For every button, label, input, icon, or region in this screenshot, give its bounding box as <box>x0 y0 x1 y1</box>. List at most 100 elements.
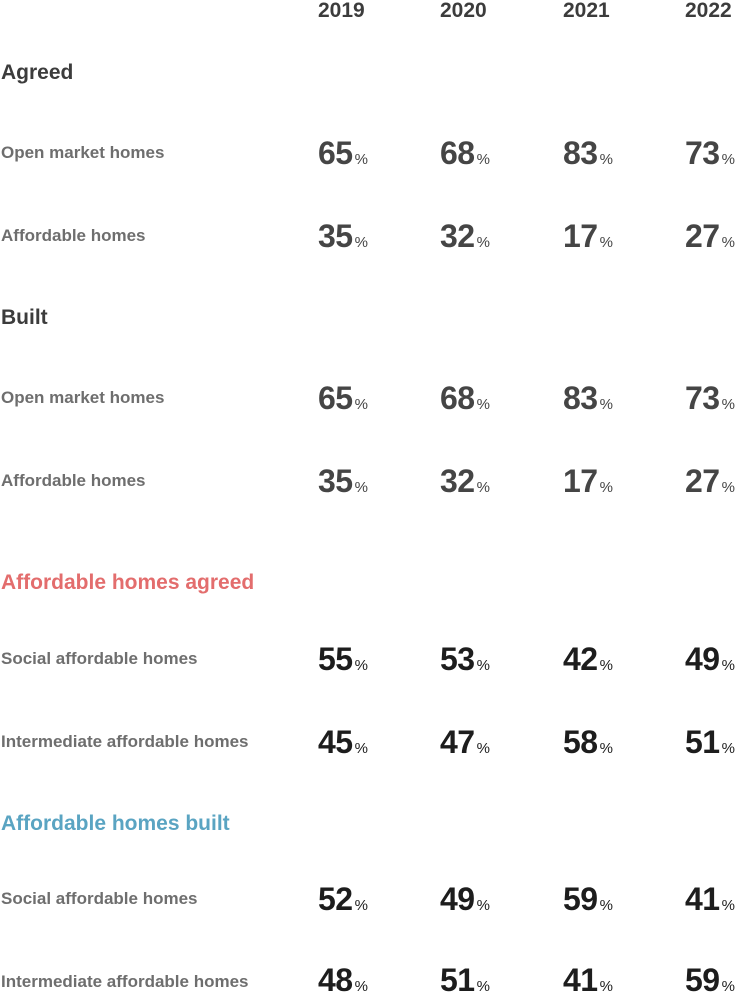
value-number: 49 <box>440 881 475 917</box>
percent-sign: % <box>599 151 613 168</box>
value-cell: 59% <box>685 962 735 1005</box>
value-cell: 65% <box>318 135 368 178</box>
value-number: 27 <box>685 463 720 499</box>
value-number: 42 <box>563 641 598 677</box>
value-cell: 27% <box>685 463 735 506</box>
percent-sign: % <box>354 740 368 757</box>
percent-sign: % <box>721 151 735 168</box>
value-cell: 41% <box>685 881 735 924</box>
value-cell: 27% <box>685 218 735 261</box>
value-number: 68 <box>440 380 475 416</box>
percent-sign: % <box>476 657 490 674</box>
percent-sign: % <box>721 897 735 914</box>
percent-sign: % <box>721 978 735 995</box>
value-number: 32 <box>440 463 475 499</box>
percent-sign: % <box>476 740 490 757</box>
percent-sign: % <box>476 396 490 413</box>
row-label: Social affordable homes <box>1 889 198 908</box>
percent-sign: % <box>476 234 490 251</box>
percent-sign: % <box>721 479 735 496</box>
value-cell: 83% <box>563 380 613 423</box>
row-label: Social affordable homes <box>1 649 198 668</box>
value-number: 32 <box>440 218 475 254</box>
value-number: 51 <box>685 724 720 760</box>
value-cell: 68% <box>440 135 490 178</box>
row-label: Affordable homes <box>1 471 146 490</box>
value-cell: 41% <box>563 962 613 1005</box>
value-number: 51 <box>440 962 475 998</box>
section-title-agreed: Agreed <box>1 61 74 84</box>
percent-sign: % <box>721 234 735 251</box>
percent-sign: % <box>599 657 613 674</box>
percent-sign: % <box>599 479 613 496</box>
percent-sign: % <box>354 657 368 674</box>
value-cell: 52% <box>318 881 368 924</box>
value-cell: 68% <box>440 380 490 423</box>
value-number: 59 <box>685 962 720 998</box>
percent-sign: % <box>476 151 490 168</box>
value-number: 73 <box>685 135 720 171</box>
row-label: Intermediate affordable homes <box>1 972 249 991</box>
value-number: 83 <box>563 135 598 171</box>
percent-sign: % <box>721 657 735 674</box>
percent-sign: % <box>354 151 368 168</box>
value-cell: 83% <box>563 135 613 178</box>
value-cell: 73% <box>685 380 735 423</box>
value-cell: 53% <box>440 641 490 684</box>
value-number: 83 <box>563 380 598 416</box>
value-number: 55 <box>318 641 353 677</box>
value-number: 17 <box>563 463 598 499</box>
percent-sign: % <box>599 234 613 251</box>
value-number: 49 <box>685 641 720 677</box>
value-number: 48 <box>318 962 353 998</box>
value-cell: 49% <box>440 881 490 924</box>
value-number: 65 <box>318 380 353 416</box>
value-cell: 35% <box>318 463 368 506</box>
value-number: 41 <box>685 881 720 917</box>
percent-sign: % <box>599 978 613 995</box>
value-number: 52 <box>318 881 353 917</box>
section-title-affordable-built: Affordable homes built <box>1 812 230 835</box>
percent-sign: % <box>599 396 613 413</box>
value-cell: 17% <box>563 463 613 506</box>
row-label: Open market homes <box>1 388 165 407</box>
value-number: 59 <box>563 881 598 917</box>
percent-sign: % <box>476 479 490 496</box>
percent-sign: % <box>354 234 368 251</box>
value-cell: 55% <box>318 641 368 684</box>
year-header-2020: 2020 <box>440 0 487 22</box>
percent-sign: % <box>354 897 368 914</box>
value-cell: 51% <box>440 962 490 1005</box>
year-header-row: 2019 2020 2021 2022 <box>0 0 745 24</box>
value-cell: 35% <box>318 218 368 261</box>
percent-sign: % <box>476 978 490 995</box>
value-cell: 32% <box>440 463 490 506</box>
value-number: 65 <box>318 135 353 171</box>
percent-sign: % <box>721 396 735 413</box>
section-title-affordable-agreed: Affordable homes agreed <box>1 571 255 594</box>
year-header-2021: 2021 <box>563 0 610 22</box>
percent-sign: % <box>354 479 368 496</box>
value-number: 68 <box>440 135 475 171</box>
value-number: 35 <box>318 218 353 254</box>
value-number: 45 <box>318 724 353 760</box>
section-title-built: Built <box>1 306 48 329</box>
value-number: 73 <box>685 380 720 416</box>
value-number: 17 <box>563 218 598 254</box>
percent-sign: % <box>721 740 735 757</box>
value-cell: 42% <box>563 641 613 684</box>
value-number: 58 <box>563 724 598 760</box>
value-cell: 73% <box>685 135 735 178</box>
value-cell: 49% <box>685 641 735 684</box>
value-number: 53 <box>440 641 475 677</box>
value-number: 47 <box>440 724 475 760</box>
value-cell: 47% <box>440 724 490 767</box>
value-cell: 45% <box>318 724 368 767</box>
year-header-2022: 2022 <box>685 0 732 22</box>
percent-sign: % <box>354 978 368 995</box>
value-cell: 32% <box>440 218 490 261</box>
value-cell: 58% <box>563 724 613 767</box>
value-cell: 65% <box>318 380 368 423</box>
percent-sign: % <box>599 897 613 914</box>
percent-sign: % <box>476 897 490 914</box>
